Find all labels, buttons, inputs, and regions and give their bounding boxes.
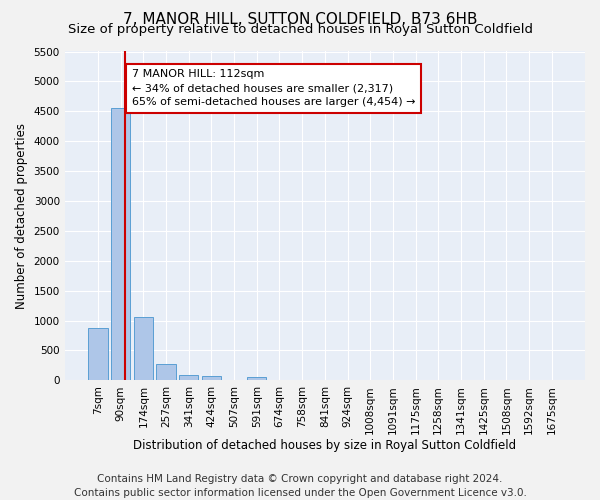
- Bar: [179, 375, 199, 380]
- Bar: [88, 328, 107, 380]
- Bar: [134, 317, 153, 380]
- Bar: [202, 376, 221, 380]
- X-axis label: Distribution of detached houses by size in Royal Sutton Coldfield: Distribution of detached houses by size …: [133, 440, 517, 452]
- Text: Size of property relative to detached houses in Royal Sutton Coldfield: Size of property relative to detached ho…: [67, 22, 533, 36]
- Bar: [111, 108, 130, 380]
- Text: Contains HM Land Registry data © Crown copyright and database right 2024.
Contai: Contains HM Land Registry data © Crown c…: [74, 474, 526, 498]
- Bar: [157, 364, 176, 380]
- Text: 7 MANOR HILL: 112sqm
← 34% of detached houses are smaller (2,317)
65% of semi-de: 7 MANOR HILL: 112sqm ← 34% of detached h…: [132, 70, 415, 108]
- Bar: [247, 377, 266, 380]
- Text: 7, MANOR HILL, SUTTON COLDFIELD, B73 6HB: 7, MANOR HILL, SUTTON COLDFIELD, B73 6HB: [123, 12, 477, 26]
- Y-axis label: Number of detached properties: Number of detached properties: [15, 123, 28, 309]
